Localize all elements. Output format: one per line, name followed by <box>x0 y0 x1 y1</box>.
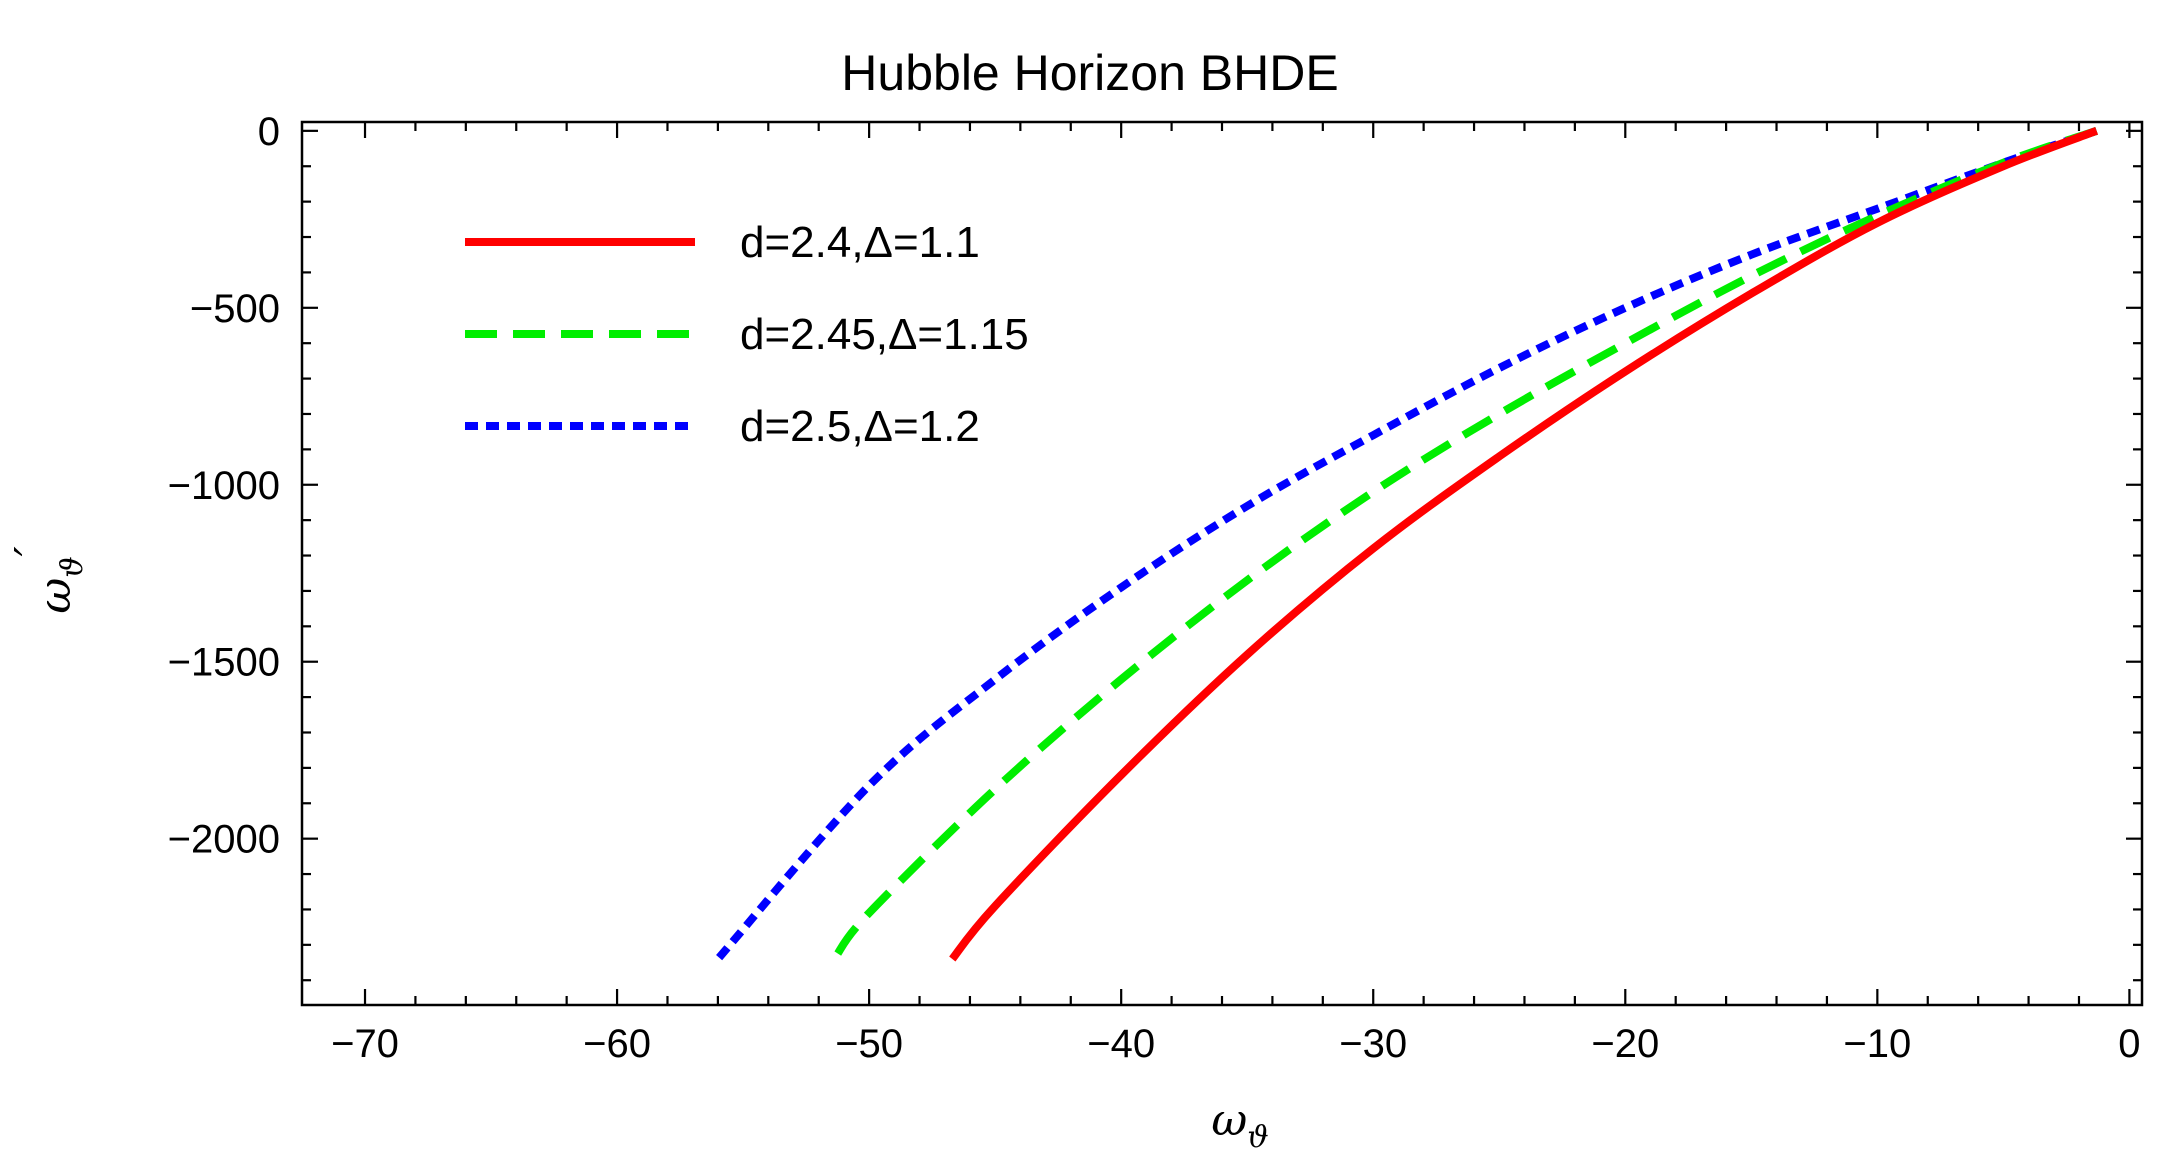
x-tick-label: −40 <box>1087 1022 1155 1066</box>
series-line-1 <box>949 127 2099 962</box>
y-axis-label-subscript: ϑ <box>55 556 90 577</box>
y-axis-label-prime: ′ <box>6 546 57 556</box>
y-axis-label: ωϑ′ <box>6 546 90 613</box>
x-axis-label-symbol: ω <box>1211 1095 1247 1146</box>
plot-frame <box>300 120 2144 1007</box>
x-axis-label-subscript: ϑ <box>1247 1120 1268 1155</box>
x-tick-label: 0 <box>2118 1022 2140 1066</box>
y-tick-label: −500 <box>190 287 280 331</box>
axes: −70 −60 −50 −40 −30 −20 −10 00−500−1000−1500−20… <box>168 110 2144 1066</box>
series-line-2 <box>833 127 2098 958</box>
legend: d=2.4,Δ=1.1 d=2.45,Δ=1.15 d=2.5,Δ=1.2 <box>465 218 1029 451</box>
legend-label-1: d=2.4,Δ=1.1 <box>740 218 980 267</box>
x-tick-label: −60 <box>583 1022 651 1066</box>
y-tick-label: 0 <box>258 110 280 154</box>
series-layer <box>714 127 2099 962</box>
legend-label-2: d=2.45,Δ=1.15 <box>740 310 1029 359</box>
x-tick-label: −70 <box>331 1022 399 1066</box>
x-tick-label: −20 <box>1591 1022 1659 1066</box>
y-tick-label: −2000 <box>168 818 280 862</box>
y-axis-label-symbol: ω <box>30 578 81 614</box>
y-tick-label: −1000 <box>168 464 280 508</box>
x-axis-label: ωϑ <box>1211 1095 1268 1155</box>
y-tick-label: −1500 <box>168 641 280 685</box>
legend-label-3: d=2.5,Δ=1.2 <box>740 402 980 451</box>
x-tick-label: −50 <box>835 1022 903 1066</box>
x-tick-label: −30 <box>1339 1022 1407 1066</box>
series-line-3 <box>714 127 2098 962</box>
x-tick-label: −10 <box>1843 1022 1911 1066</box>
chart-title: Hubble Horizon BHDE <box>841 45 1338 101</box>
